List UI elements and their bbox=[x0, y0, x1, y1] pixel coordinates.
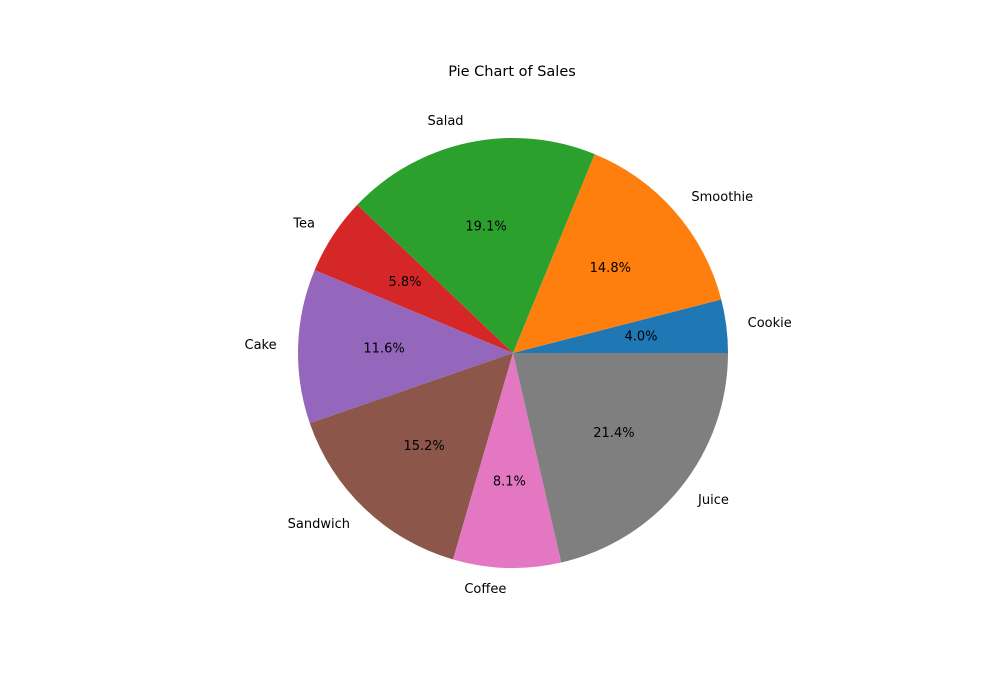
pie-slice-cookie bbox=[513, 299, 728, 353]
percent-label-juice: 21.4% bbox=[593, 426, 634, 441]
slice-label-coffee: Coffee bbox=[464, 582, 506, 597]
pie-slice-salad bbox=[357, 138, 595, 353]
pie-slices bbox=[297, 138, 728, 568]
pie-slice-juice bbox=[513, 353, 728, 563]
percent-label-cake: 11.6% bbox=[363, 341, 404, 356]
pie-slice-sandwich bbox=[309, 353, 513, 560]
slice-label-sandwich: Sandwich bbox=[288, 517, 350, 532]
percent-label-coffee: 8.1% bbox=[493, 474, 526, 489]
slice-label-salad: Salad bbox=[428, 114, 464, 129]
pie-slice-cake bbox=[297, 270, 513, 424]
pie-labels: Cookie 4.0% Smoothie 14.8% Salad 19.1% Tea 5.8%… bbox=[245, 114, 792, 597]
pie-slice-smoothie bbox=[513, 154, 722, 353]
pie-slice-coffee bbox=[453, 353, 562, 568]
slice-label-smoothie: Smoothie bbox=[691, 190, 753, 205]
chart-title: Pie Chart of Sales bbox=[448, 64, 576, 80]
slice-label-juice: Juice bbox=[697, 493, 729, 508]
slice-label-cake: Cake bbox=[245, 338, 277, 353]
slice-label-tea: Tea bbox=[292, 216, 315, 231]
pie-slice-tea bbox=[314, 204, 513, 353]
percent-label-cookie: 4.0% bbox=[624, 329, 657, 344]
percent-label-sandwich: 15.2% bbox=[403, 439, 444, 454]
slice-label-cookie: Cookie bbox=[748, 316, 792, 331]
percent-label-tea: 5.8% bbox=[388, 275, 421, 290]
percent-label-salad: 19.1% bbox=[465, 219, 506, 234]
percent-label-smoothie: 14.8% bbox=[590, 261, 631, 276]
